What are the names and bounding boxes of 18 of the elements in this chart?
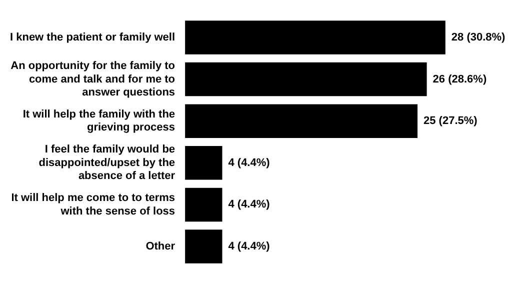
y-tick-label: An opportunity for the family to come and talk and for me to answer questions: [10, 60, 176, 99]
y-tick-label: I feel the family would be disappointed/upset by the absence of a letter: [38, 144, 176, 182]
bar: [185, 104, 418, 138]
data-label: 4 (4.4%): [228, 156, 270, 169]
y-tick-label: It will help the family with the grieving process: [22, 108, 176, 134]
data-label: 28 (30.8%): [451, 32, 506, 44]
y-tick-label: Other: [146, 240, 176, 253]
data-label: 25 (27.5%): [424, 115, 478, 128]
y-tick-label: I knew the patient or family well: [10, 32, 176, 44]
bar: [185, 20, 446, 54]
bar: [185, 62, 427, 96]
data-label: 4 (4.4%): [228, 240, 270, 253]
data-label: 4 (4.4%): [228, 198, 270, 211]
bar: [185, 188, 222, 222]
data-label: 26 (28.6%): [432, 73, 487, 86]
y-tick-label: It will help me come to to terms with the sense of loss: [11, 192, 176, 218]
bar: [185, 146, 222, 180]
bar: [185, 230, 222, 264]
